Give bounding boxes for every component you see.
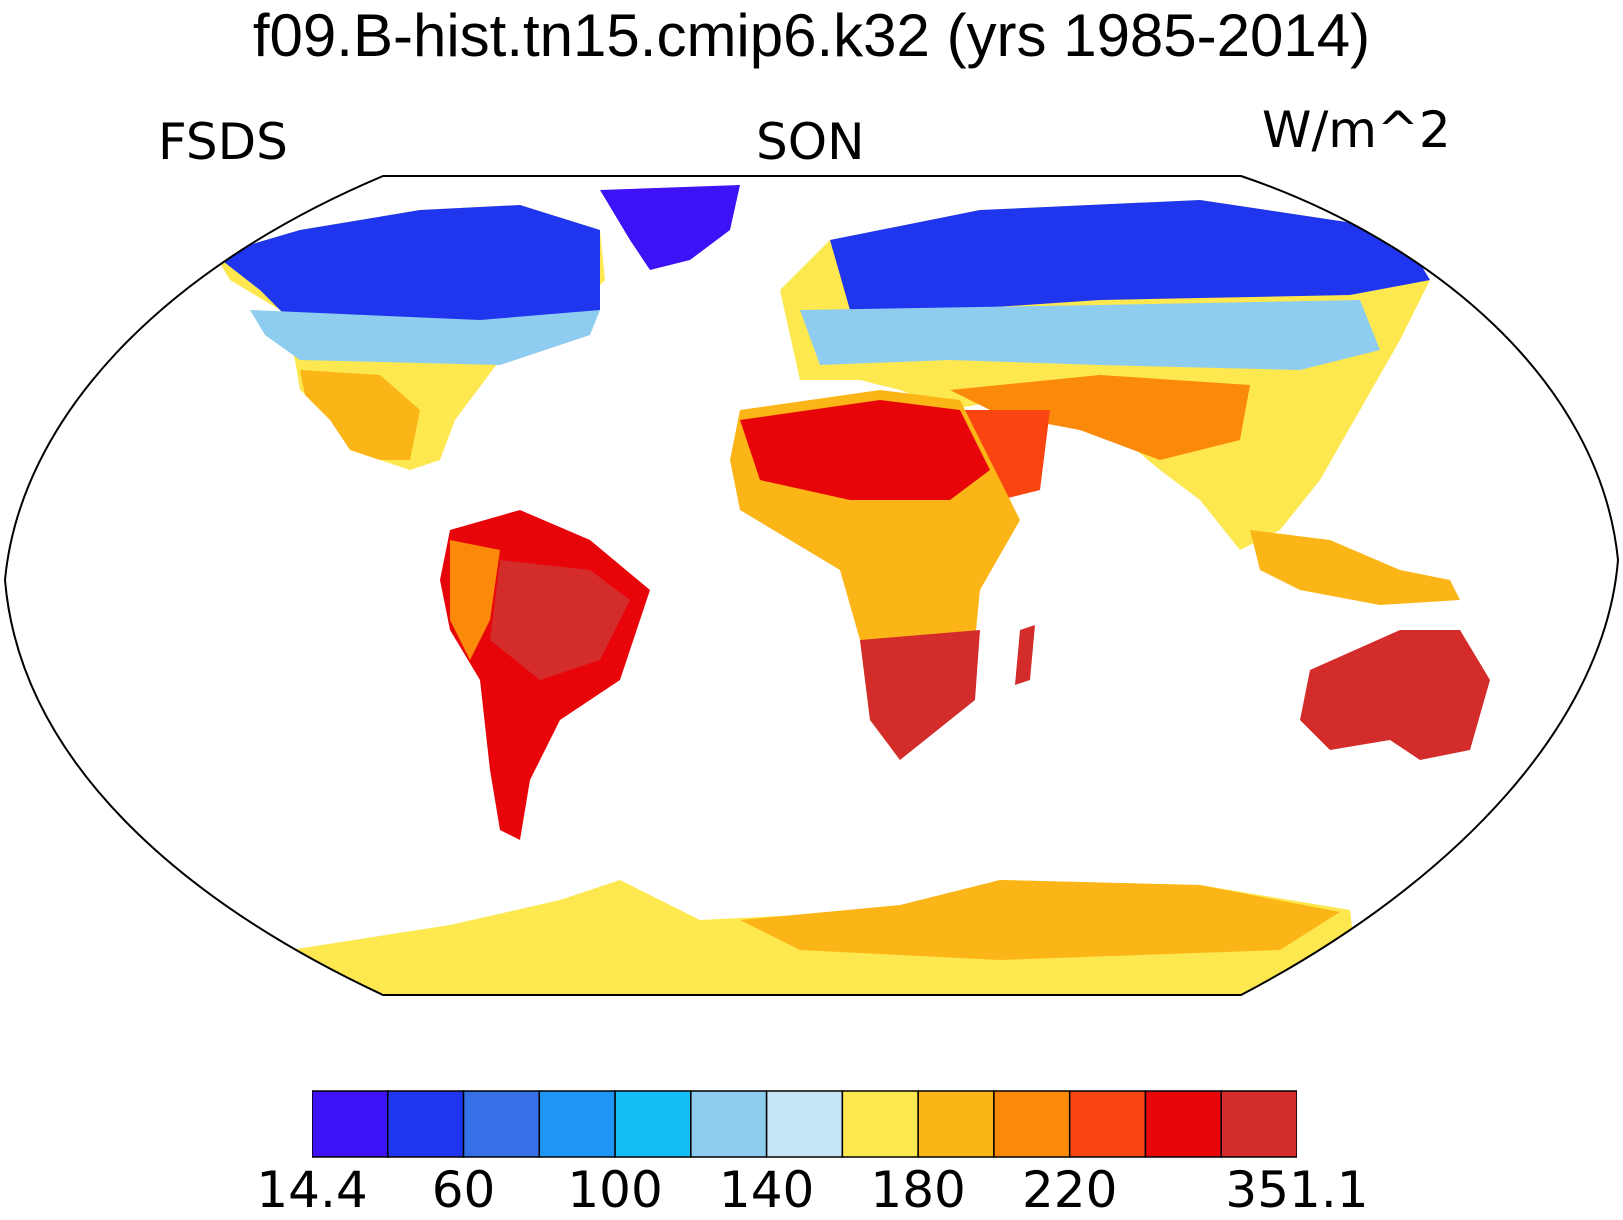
south-america-core: [490, 560, 630, 680]
eurasia-mid-band: [800, 300, 1380, 370]
colorbar-swatch: [841, 1090, 919, 1158]
season-label: SON: [756, 113, 865, 171]
colorbar-tick-label: 100: [567, 1161, 663, 1219]
africa-south: [860, 630, 980, 760]
colorbar-swatch: [993, 1090, 1071, 1158]
eurasia-north-band: [830, 200, 1430, 310]
north-america-north-band: [215, 205, 600, 335]
colorbar-tick-label: 140: [718, 1161, 815, 1219]
units-label: W/m^2: [1262, 101, 1451, 159]
antarctica-east-band: [740, 880, 1340, 960]
asia-south-band: [950, 375, 1250, 460]
north-america-mid-band: [250, 310, 600, 365]
colorbar-swatch: [538, 1090, 616, 1158]
variable-label: FSDS: [158, 113, 288, 171]
madagascar-land: [1015, 625, 1035, 685]
colorbar-tick-label: 351.1: [1225, 1161, 1369, 1219]
colorbar-swatch: [690, 1090, 768, 1158]
australia-land: [1300, 630, 1490, 760]
colorbar-swatch: [1068, 1090, 1147, 1158]
colorbar-tick-label: 14.4: [256, 1161, 368, 1219]
colorbar-swatch: [614, 1090, 692, 1158]
colorbar-swatch: [387, 1090, 465, 1158]
map-boundary: [3, 175, 1620, 996]
colorbar-swatch: [917, 1090, 995, 1158]
colorbar-tick-label: 60: [431, 1161, 496, 1219]
colorbar: [312, 1090, 1297, 1158]
south-america-west: [450, 540, 500, 660]
colorbar-swatch: [462, 1090, 541, 1158]
plot-title: f09.B-hist.tn15.cmip6.k32 (yrs 1985-2014…: [252, 2, 1371, 69]
colorbar-swatch: [765, 1090, 844, 1158]
land-fields: [215, 185, 1490, 995]
maritime-continent-land: [1250, 530, 1460, 605]
colorbar-swatch: [312, 1090, 389, 1158]
africa-sahara-band: [740, 400, 990, 500]
colorbar-swatch: [1220, 1090, 1297, 1158]
north-america-south: [300, 370, 420, 460]
colorbar-swatch: [1144, 1090, 1222, 1158]
colorbar-tick-label: 180: [870, 1161, 966, 1219]
greenland-land: [600, 185, 740, 270]
colorbar-tick-label: 220: [1021, 1161, 1118, 1219]
world-map: [3, 175, 1620, 996]
